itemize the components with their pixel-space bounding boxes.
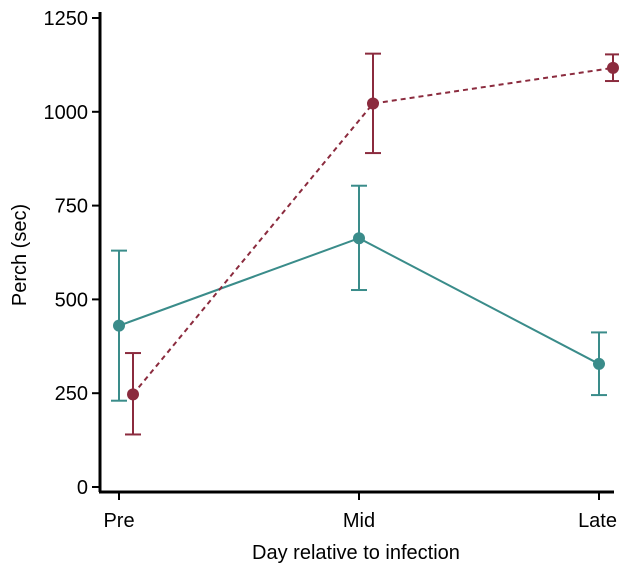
y-tick-label: 500 xyxy=(55,289,88,311)
data-point xyxy=(593,357,605,370)
series-layer xyxy=(111,52,619,436)
y-tick-label: 750 xyxy=(55,196,88,218)
y-tick-label: 250 xyxy=(55,383,88,405)
y-ticks: 0 250 500 750 1000 1250 xyxy=(44,8,100,499)
y-tick-label: 1000 xyxy=(44,102,89,124)
x-ticks: Pre Mid Late xyxy=(103,492,617,532)
series-1 xyxy=(125,52,619,436)
x-axis-title: Day relative to infection xyxy=(252,542,460,564)
data-point xyxy=(607,61,619,74)
y-tick-label: 1250 xyxy=(44,8,89,30)
x-tick-label: Mid xyxy=(343,510,375,532)
y-axis-title: Perch (sec) xyxy=(9,204,31,306)
data-point xyxy=(367,97,379,110)
axes xyxy=(98,12,614,494)
data-point xyxy=(353,232,365,245)
x-tick-label: Late xyxy=(578,510,617,532)
y-tick-label: 0 xyxy=(77,477,88,499)
x-tick-label: Pre xyxy=(103,510,134,532)
data-point xyxy=(127,388,139,401)
series-0 xyxy=(111,184,607,402)
data-point xyxy=(113,319,125,332)
